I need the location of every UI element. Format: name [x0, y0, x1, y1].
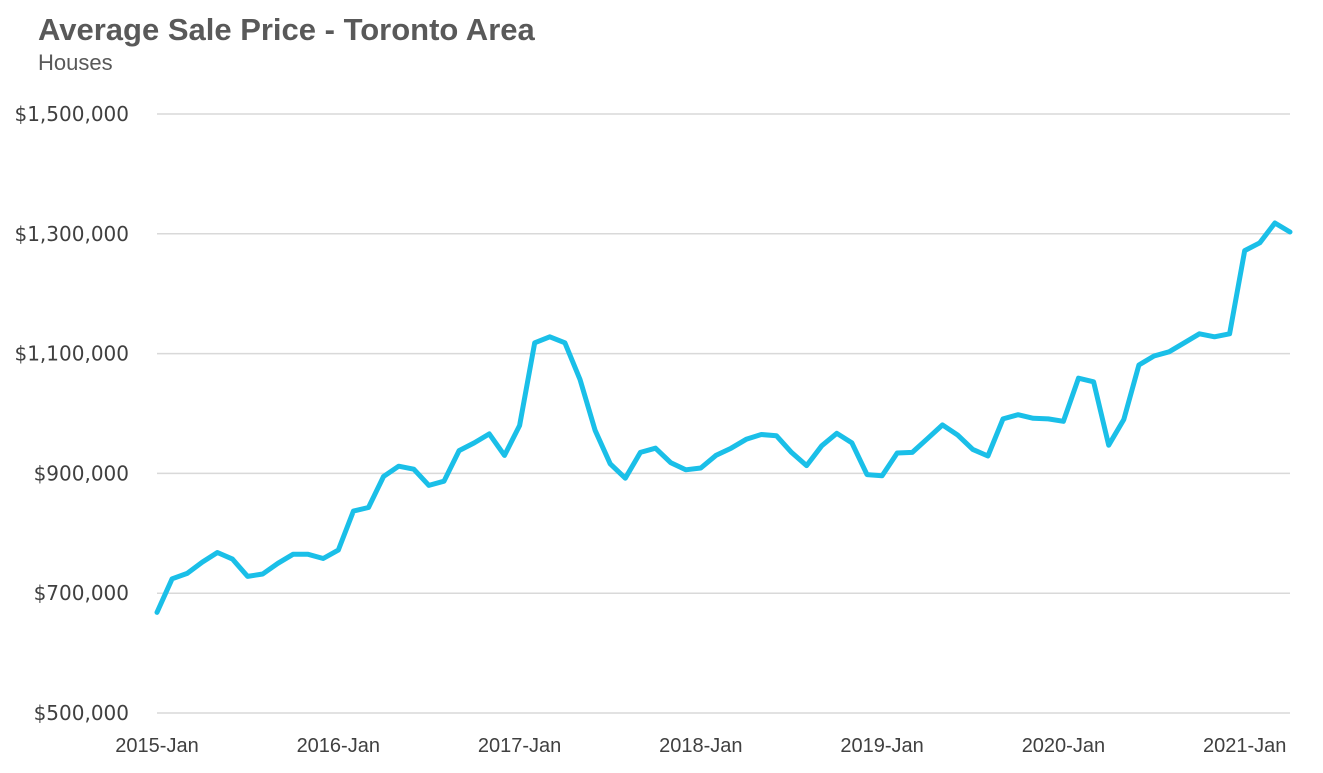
x-tick-label: 2016-Jan — [297, 735, 380, 757]
y-tick-label: $1,300,000 — [14, 222, 129, 246]
y-axis-ticks: $500,000 $700,000 $900,000 $1,100,000 $1,300… — [14, 102, 129, 725]
chart-subtitle: Houses — [38, 50, 113, 75]
x-axis-ticks: 2015-Jan 2016-Jan 2017-Jan 2018-Jan 2019-Jan… — [115, 735, 1286, 757]
series-group — [154, 220, 1293, 615]
gridlines — [157, 113, 1290, 714]
y-tick-label: $500,000 — [34, 701, 129, 725]
x-tick-label: 2019-Jan — [840, 735, 923, 757]
y-tick-label: $1,100,000 — [14, 342, 129, 366]
series-line-houses — [154, 220, 1293, 615]
x-tick-label: 2018-Jan — [659, 735, 742, 757]
x-tick-label: 2021-Jan — [1203, 735, 1286, 757]
chart-title: Average Sale Price - Toronto Area — [38, 12, 535, 47]
y-tick-label: $900,000 — [34, 461, 129, 485]
y-tick-label: $1,500,000 — [14, 102, 129, 126]
y-tick-label: $700,000 — [34, 581, 129, 605]
x-tick-label: 2015-Jan — [115, 735, 198, 757]
x-tick-label: 2020-Jan — [1022, 735, 1105, 757]
x-tick-label: 2017-Jan — [478, 735, 561, 757]
